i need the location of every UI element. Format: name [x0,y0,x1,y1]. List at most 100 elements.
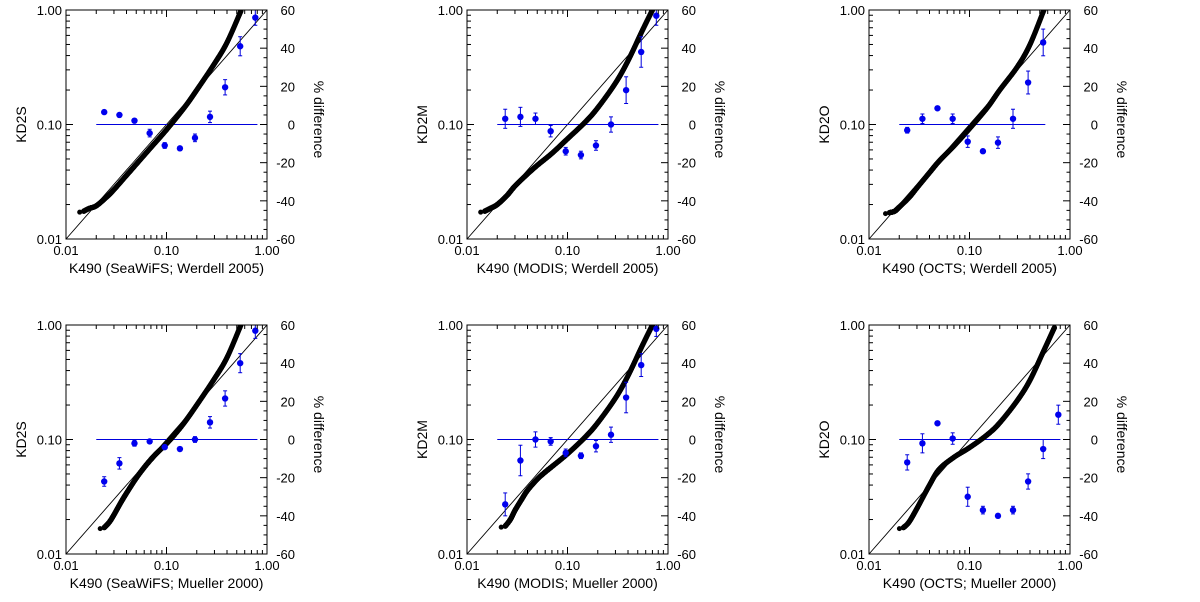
x-tick-label: 0.10 [555,558,580,573]
y2-axis-label: % difference [311,396,327,474]
y-tick-label: 0.01 [840,232,865,247]
percent-difference-point [116,111,123,119]
x-tick-label: 0.01 [53,243,78,258]
y2-tick-label: -60 [276,232,295,247]
percent-difference-point [502,115,509,122]
y2-tick-label: -60 [1079,232,1098,247]
axis-ticks [65,9,268,240]
percent-difference-point [1009,115,1017,122]
percent-difference-point [176,445,184,453]
axis-ticks [65,324,268,555]
percent-difference-point [622,394,630,401]
percent-difference-point [592,442,600,450]
x-axis-label: K490 (OCTS; Mueller 2000) [883,575,1057,591]
percent-difference-point [979,148,987,155]
x-tick-label: 0.01 [856,243,881,258]
y2-tick-label: 0 [689,118,696,133]
scatter-point [238,10,244,14]
percent-difference-point [622,86,630,94]
plot-area [467,325,668,554]
plot-area [66,10,267,239]
y2-axis-label: % difference [1114,81,1130,159]
percent-difference-point [653,12,660,19]
y2-tick-label: -60 [276,547,295,562]
percent-difference-point [547,127,554,135]
plot-area [869,10,1070,239]
y2-tick-label: -40 [276,194,295,209]
x-tick-label: 1.00 [1057,558,1082,573]
y-tick-label: 0.01 [37,547,62,562]
scatter-point [896,526,902,532]
scatter-point [97,526,103,532]
y-tick-label: 1.00 [840,3,865,18]
y-tick-label: 0.01 [438,547,463,562]
x-tick-label: 0.01 [454,243,479,258]
x-tick-label: 0.01 [856,558,881,573]
percent-difference-point [904,127,911,134]
y-tick-label: 1.00 [840,318,865,333]
axis-ticks [868,9,1071,240]
percent-difference-point [101,478,108,485]
percent-difference-point [176,145,184,152]
percent-difference-point [547,438,554,445]
plot-area [869,325,1070,554]
y2-tick-label: 20 [1084,394,1098,409]
percent-difference-point [532,115,539,122]
x-axis-label: K490 (MODIS; Werdell 2005) [477,260,659,276]
y2-tick-label: 0 [1091,118,1098,133]
y-tick-label: 1.00 [438,318,463,333]
percent-difference-point [607,121,615,128]
x-tick-label: 0.10 [555,243,580,258]
x-axis-label: K490 (OCTS; Werdell 2005) [882,260,1057,276]
y2-tick-label: 60 [1084,318,1098,333]
y2-tick-label: 0 [689,433,696,448]
scatter-point [238,325,244,328]
plot-area [467,10,668,239]
y-tick-label: 0.10 [438,118,463,133]
y2-tick-label: 60 [682,318,696,333]
scatter-series-black [77,10,244,215]
percent-difference-series [502,10,660,160]
percent-difference-point [592,142,600,149]
percent-difference-series [904,404,1062,520]
percent-difference-point [919,440,926,447]
axis-ticks [466,324,669,555]
chart-panel-4: 0.01 0.10 1.000.010.101.00-60-40-200204060… [13,318,327,591]
percent-difference-point [131,440,138,447]
percent-difference-point [994,139,1002,146]
percent-difference-point [206,419,214,426]
percent-difference-point [517,113,524,121]
percent-difference-point [116,460,123,467]
y-tick-label: 0.10 [37,118,62,133]
percent-difference-series [502,325,660,517]
y-tick-label: 0.10 [840,433,865,448]
percent-difference-point [994,512,1002,520]
percent-difference-point [502,501,509,508]
y2-tick-label: -20 [276,471,295,486]
percent-difference-point [919,115,926,122]
chart-panel-2: 0.01 0.10 1.000.010.101.00-60-40-200204060… [414,3,728,276]
y2-tick-label: -60 [1079,547,1098,562]
percent-difference-point [949,115,956,122]
y-tick-label: 1.00 [37,3,62,18]
percent-difference-point [221,395,229,402]
percent-difference-point [252,14,259,21]
x-tick-label: 1.00 [254,558,279,573]
y2-tick-label: -20 [1079,156,1098,171]
percent-difference-point [577,452,585,459]
percent-difference-point [236,359,244,367]
chart-panel-5: 0.01 0.10 1.000.010.101.00-60-40-200204060… [414,318,728,591]
y-tick-label: 0.10 [840,118,865,133]
x-axis-label: K490 (SeaWiFS; Mueller 2000) [70,575,264,591]
y-axis-label: KD2S [13,106,29,143]
percent-difference-point [532,436,539,443]
y2-tick-label: -60 [677,232,696,247]
y-tick-label: 1.00 [438,3,463,18]
y2-tick-label: 20 [1084,79,1098,94]
chart-panel-3: 0.01 0.10 1.000.010.101.00-60-40-200204060… [816,3,1130,276]
percent-difference-point [146,129,153,137]
